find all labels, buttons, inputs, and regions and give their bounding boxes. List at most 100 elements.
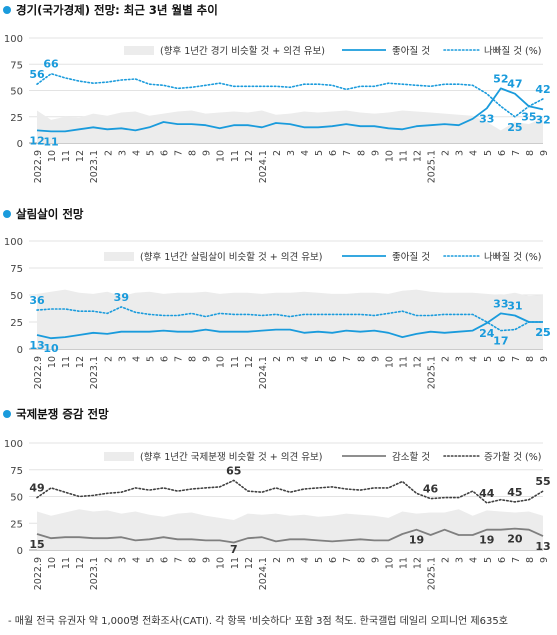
x-tick-label: 5 — [314, 557, 325, 563]
x-tick-label: 11 — [230, 356, 241, 368]
x-tick-label: 12 — [75, 356, 86, 368]
x-tick-label: 7 — [174, 150, 185, 156]
data-label: 35 — [521, 110, 536, 123]
y-tick-label: 25 — [10, 519, 23, 530]
x-tick-label: 2025.1 — [427, 150, 438, 183]
x-tick-label: 3 — [455, 557, 466, 563]
x-tick-label: 4 — [300, 150, 311, 156]
x-tick-label: 7 — [174, 356, 185, 362]
x-tick-label: 12 — [413, 356, 424, 368]
series-line-2 — [36, 479, 544, 504]
chart-title: 경기(국가경제) 전망: 최근 3년 월별 추이 — [16, 3, 218, 17]
x-tick-label: 6 — [328, 557, 339, 563]
chart-panel-1: 경기(국가경제) 전망: 최근 3년 월별 추이0255075100121133… — [3, 3, 551, 183]
x-tick-label: 8 — [188, 557, 199, 563]
x-tick-label: 11 — [61, 150, 72, 162]
data-label: 25 — [535, 326, 550, 339]
data-label: 19 — [479, 534, 494, 547]
data-label: 17 — [493, 335, 508, 348]
x-tick-label: 11 — [61, 557, 72, 569]
x-tick-label: 2 — [441, 557, 452, 563]
data-label: 46 — [423, 483, 439, 496]
x-tick-label: 9 — [539, 356, 550, 362]
footnote: - 매월 전국 유권자 약 1,000명 전화조사(CATI). 각 항목 '비… — [8, 616, 508, 627]
x-tick-label: 7 — [511, 150, 522, 156]
x-tick-label: 10 — [216, 150, 227, 162]
x-tick-label: 11 — [398, 557, 409, 569]
x-tick-label: 10 — [47, 356, 58, 368]
y-tick-label: 0 — [17, 546, 23, 557]
x-tick-label: 11 — [230, 150, 241, 162]
x-tick-label: 8 — [188, 150, 199, 156]
legend-label-dotted: 나빠질 것 (%) — [484, 45, 541, 57]
x-tick-label: 10 — [47, 557, 58, 569]
x-tick-label: 7 — [511, 356, 522, 362]
data-label: 56 — [29, 68, 45, 81]
x-tick-label: 9 — [539, 557, 550, 563]
x-tick-label: 12 — [75, 557, 86, 569]
x-tick-label: 10 — [384, 356, 395, 368]
legend-label-solid: 좋아질 것 — [392, 45, 430, 57]
x-tick-label: 3 — [455, 356, 466, 362]
y-tick-label: 75 — [10, 264, 23, 275]
y-tick-label: 0 — [17, 139, 23, 150]
x-tick-label: 4 — [469, 356, 480, 362]
x-tick-label: 2 — [103, 356, 114, 362]
x-tick-label: 9 — [370, 557, 381, 563]
x-tick-label: 6 — [328, 356, 339, 362]
x-tick-label: 9 — [202, 150, 213, 156]
y-tick-label: 50 — [10, 291, 23, 302]
x-tick-label: 8 — [356, 557, 367, 563]
x-tick-label: 5 — [145, 557, 156, 563]
x-tick-label: 4 — [469, 557, 480, 563]
x-tick-label: 2023.1 — [89, 356, 100, 389]
legend-swatch-area — [104, 252, 134, 261]
x-tick-label: 10 — [216, 356, 227, 368]
x-tick-label: 10 — [216, 557, 227, 569]
x-tick-label: 8 — [525, 150, 536, 156]
x-tick-label: 4 — [131, 557, 142, 563]
x-tick-label: 3 — [117, 150, 128, 156]
y-tick-label: 100 — [4, 34, 23, 45]
x-tick-label: 2025.1 — [427, 557, 438, 590]
data-label: 49 — [29, 482, 44, 495]
x-tick-label: 2024.1 — [258, 557, 269, 590]
data-label: 36 — [29, 294, 45, 307]
x-tick-label: 5 — [145, 150, 156, 156]
legend-label-area: (향후 1년간 경기 비슷할 것 + 의견 유보) — [160, 45, 325, 57]
x-tick-label: 2024.1 — [258, 356, 269, 389]
x-tick-label: 2 — [103, 150, 114, 156]
x-tick-label: 7 — [342, 356, 353, 362]
y-tick-label: 50 — [10, 493, 23, 504]
x-tick-label: 9 — [370, 356, 381, 362]
x-tick-label: 9 — [202, 557, 213, 563]
x-tick-label: 2 — [103, 557, 114, 563]
x-tick-label: 8 — [356, 356, 367, 362]
data-label: 7 — [230, 543, 238, 556]
x-tick-label: 5 — [314, 356, 325, 362]
legend-label-area: (향후 1년간 국제분쟁 비슷할 것 + 의견 유보) — [140, 451, 322, 463]
x-tick-label: 3 — [286, 557, 297, 563]
y-tick-label: 75 — [10, 60, 23, 71]
legend-label-solid: 감소할 것 — [392, 451, 430, 463]
data-label: 20 — [507, 533, 523, 546]
data-label: 52 — [493, 72, 508, 85]
data-label: 32 — [535, 113, 550, 126]
x-tick-label: 12 — [244, 356, 255, 368]
x-tick-label: 2022.9 — [33, 356, 44, 389]
legend-label-area: (향후 1년간 살림살이 비슷할 것 + 의견 유보) — [140, 251, 322, 263]
x-tick-label: 3 — [117, 557, 128, 563]
x-tick-label: 6 — [160, 557, 171, 563]
x-tick-label: 2024.1 — [258, 150, 269, 183]
y-tick-label: 0 — [17, 345, 23, 356]
x-tick-label: 6 — [328, 150, 339, 156]
x-tick-label: 4 — [131, 150, 142, 156]
x-tick-label: 5 — [314, 150, 325, 156]
x-tick-label: 10 — [47, 150, 58, 162]
x-tick-label: 8 — [525, 557, 536, 563]
x-tick-label: 11 — [230, 557, 241, 569]
area-similar — [37, 110, 543, 143]
x-tick-label: 2022.9 — [33, 150, 44, 183]
